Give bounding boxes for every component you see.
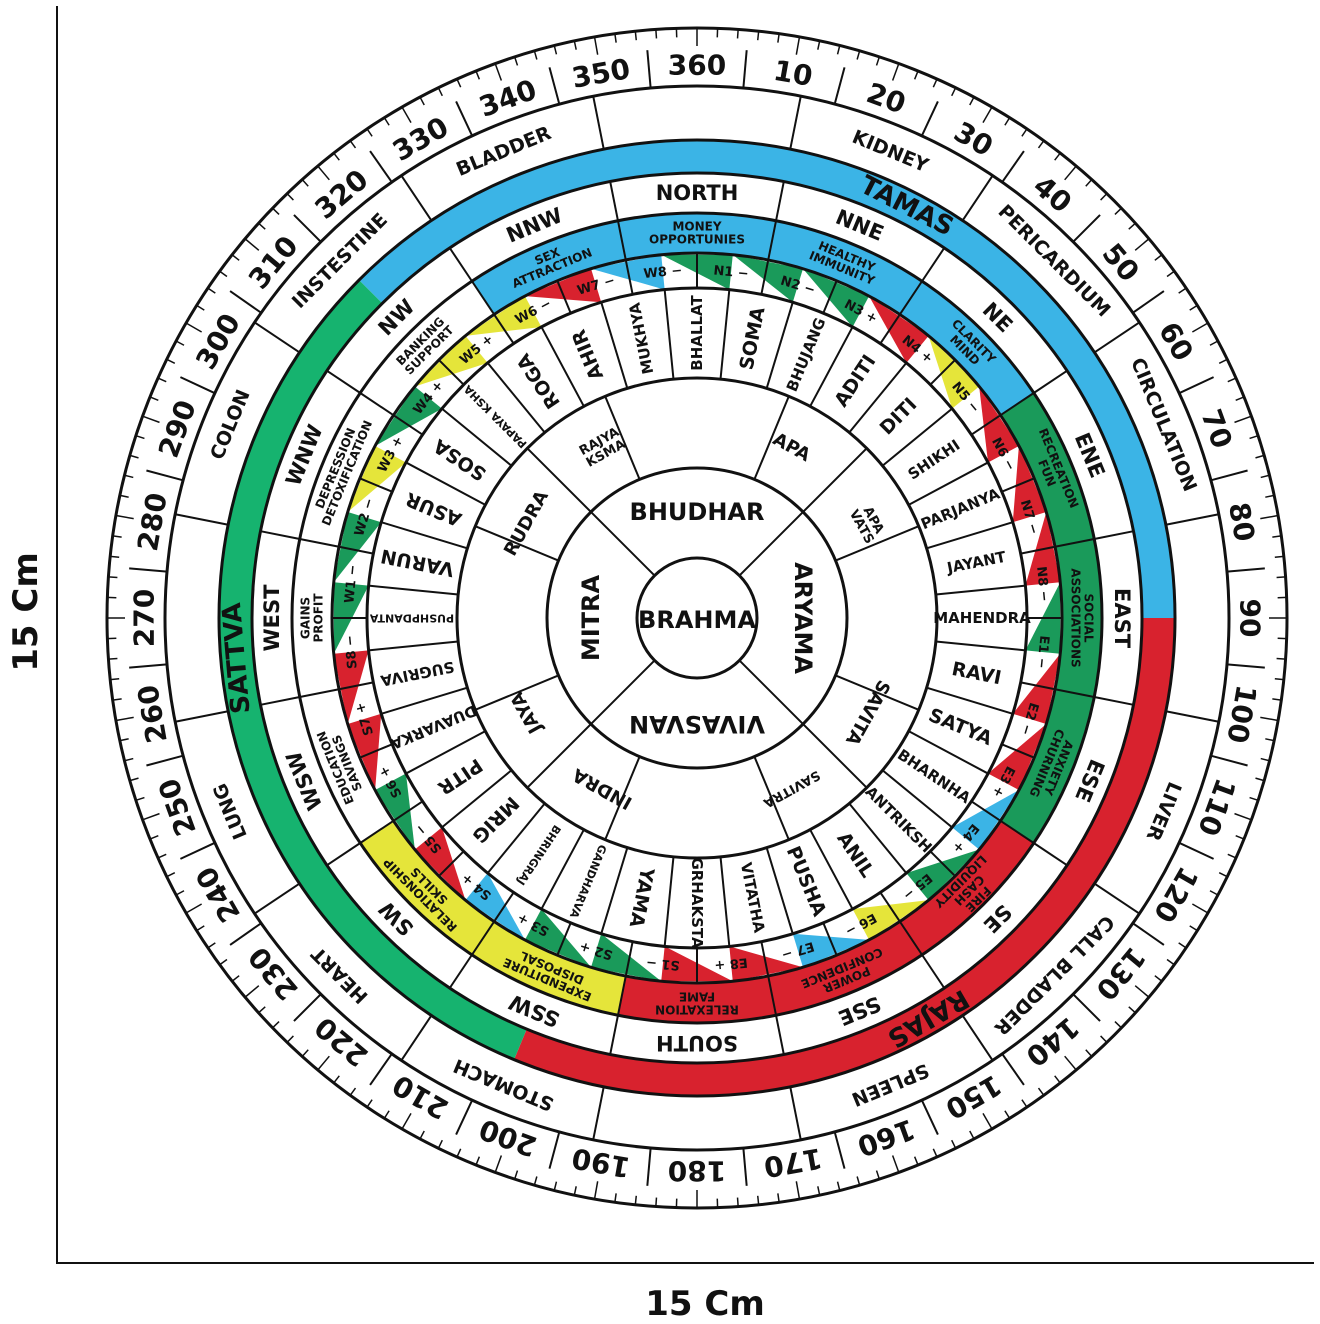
degree-tick: [656, 29, 657, 38]
degree-tick: [110, 556, 119, 557]
degree-tick: [1277, 659, 1286, 660]
degree-label: 10: [771, 54, 815, 93]
degree-tick: [108, 659, 117, 660]
outer-devta-label: BHALLAT: [688, 295, 706, 371]
direction-label: WEST: [260, 584, 284, 652]
degree-tick: [738, 1198, 739, 1207]
degree-tick: [758, 1196, 759, 1205]
degree-label: 360: [668, 49, 726, 82]
inner-devta-label: VIVASVAN: [629, 710, 765, 738]
inner-devta-label: ARYAMA: [789, 562, 817, 674]
inner-devta-label: MITRA: [577, 574, 605, 661]
degree-tick: [758, 31, 759, 40]
degree-tick: [1275, 556, 1284, 557]
degree-tick: [108, 577, 117, 578]
degree-tick: [656, 1198, 657, 1207]
outer-devta-label: MAHENDRA: [933, 609, 1031, 627]
direction-label: NORTH: [656, 181, 739, 205]
degree-tick: [110, 679, 119, 680]
direction-label: EAST: [1110, 588, 1134, 649]
degree-label: 90: [1234, 599, 1267, 638]
degree-tick: [635, 1196, 636, 1205]
degree-tick: [1275, 679, 1284, 680]
degree-label: 180: [668, 1155, 726, 1188]
degree-tick: [1277, 577, 1286, 578]
brahma-center: BRAHMA: [637, 558, 757, 678]
degree-label: 270: [128, 589, 161, 647]
degree-label: 80: [1222, 500, 1261, 544]
direction-label: SOUTH: [656, 1031, 738, 1055]
brahma-label: BRAHMA: [638, 606, 756, 634]
outer-devta-label: GRHAKSTA: [688, 857, 706, 949]
inner-devta-label: BHUDHAR: [630, 498, 765, 526]
degree-tick: [738, 29, 739, 38]
zone-meaning-label: GAINSPROFIT: [299, 593, 326, 643]
degree-tick: [635, 31, 636, 40]
outer-devta-label: PUSHPDANTA: [369, 612, 454, 625]
